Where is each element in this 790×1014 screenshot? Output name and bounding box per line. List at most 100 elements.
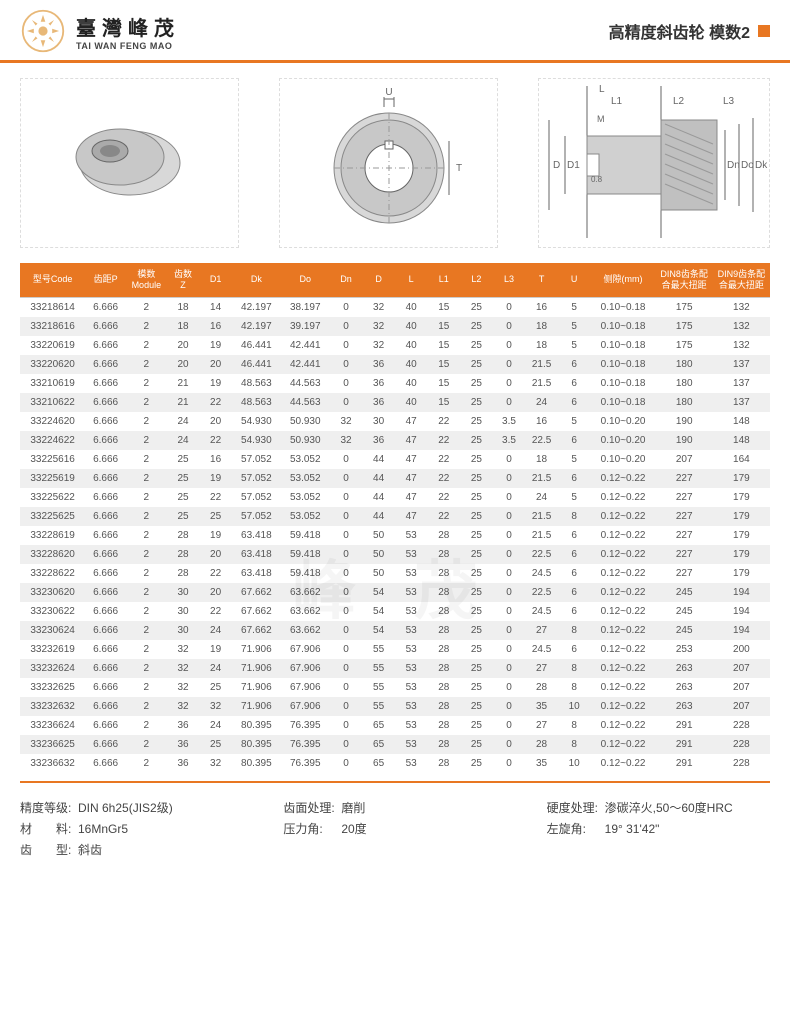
table-cell: 0 <box>330 374 363 393</box>
table-cell: 80.395 <box>232 754 281 773</box>
brand-logo-icon <box>20 8 66 54</box>
footer-value: 19° 31'42" <box>605 822 660 836</box>
col-header: L2 <box>460 263 493 297</box>
table-cell: 15 <box>427 374 460 393</box>
table-row: 332256166.6662251657.05253.0520444722250… <box>20 450 770 469</box>
table-cell: 6.666 <box>85 735 126 754</box>
table-cell: 25 <box>460 393 493 412</box>
table-cell: 19 <box>199 374 232 393</box>
table-cell: 32 <box>330 431 363 450</box>
table-cell: 3.5 <box>493 431 526 450</box>
table-cell: 42.441 <box>281 336 330 355</box>
table-cell: 25 <box>167 450 200 469</box>
table-cell: 6.666 <box>85 297 126 317</box>
table-cell: 32 <box>167 678 200 697</box>
table-cell: 194 <box>713 583 770 602</box>
table-cell: 22 <box>199 602 232 621</box>
table-row: 332306226.6662302267.66263.6620545328250… <box>20 602 770 621</box>
footer-row: 压力角:20度 <box>283 820 506 837</box>
table-row: 332366326.6662363280.39576.3950655328250… <box>20 754 770 773</box>
table-cell: 53.052 <box>281 507 330 526</box>
table-cell: 6 <box>558 545 591 564</box>
col-header: DIN8齿条配合最大扭距 <box>656 263 713 297</box>
table-cell: 0.12~0.22 <box>590 754 655 773</box>
table-cell: 227 <box>656 488 713 507</box>
table-cell: 55 <box>362 640 395 659</box>
table-cell: 32 <box>362 297 395 317</box>
table-cell: 0 <box>493 621 526 640</box>
table-cell: 63.662 <box>281 602 330 621</box>
table-cell: 76.395 <box>281 735 330 754</box>
table-cell: 54 <box>362 583 395 602</box>
table-cell: 2 <box>126 450 167 469</box>
table-cell: 63.418 <box>232 545 281 564</box>
table-cell: 42.197 <box>232 297 281 317</box>
table-row: 332326256.6662322571.90667.9060555328250… <box>20 678 770 697</box>
table-cell: 55 <box>362 678 395 697</box>
table-cell: 25 <box>460 297 493 317</box>
table-cell: 25 <box>460 716 493 735</box>
table-cell: 0.12~0.22 <box>590 697 655 716</box>
table-cell: 6.666 <box>85 640 126 659</box>
table-cell: 19 <box>199 336 232 355</box>
gear-side-view: L L1L2L3 M 0.8 DD1 DnDoDk <box>538 78 770 248</box>
table-cell: 22 <box>199 564 232 583</box>
table-cell: 0 <box>330 450 363 469</box>
table-cell: 207 <box>713 697 770 716</box>
table-cell: 22.5 <box>525 545 558 564</box>
brand-name-cn: 臺灣峰茂 <box>76 12 609 41</box>
table-cell: 0.10~0.20 <box>590 431 655 450</box>
table-cell: 6.666 <box>85 678 126 697</box>
col-header: T <box>525 263 558 297</box>
col-header: 模数Module <box>126 263 167 297</box>
svg-text:Do: Do <box>741 160 754 171</box>
table-cell: 21.5 <box>525 526 558 545</box>
table-cell: 47 <box>395 488 428 507</box>
table-cell: 6.666 <box>85 602 126 621</box>
table-cell: 20 <box>167 336 200 355</box>
table-cell: 71.906 <box>232 640 281 659</box>
table-cell: 0 <box>493 526 526 545</box>
table-cell: 0.12~0.22 <box>590 564 655 583</box>
table-cell: 0 <box>493 583 526 602</box>
table-row: 332326196.6662321971.90667.9060555328250… <box>20 640 770 659</box>
table-cell: 6 <box>558 564 591 583</box>
table-cell: 24.5 <box>525 564 558 583</box>
table-cell: 25 <box>460 431 493 450</box>
table-cell: 21 <box>167 393 200 412</box>
footer-value: 斜齿 <box>78 843 102 857</box>
table-cell: 0 <box>330 621 363 640</box>
table-cell: 22 <box>427 450 460 469</box>
table-cell: 6.666 <box>85 355 126 374</box>
table-cell: 2 <box>126 754 167 773</box>
footer-label: 齿 型: <box>20 841 78 858</box>
table-cell: 28 <box>427 754 460 773</box>
footer-value: 渗碳淬火,50～60度HRC <box>605 801 733 815</box>
col-header: Dn <box>330 263 363 297</box>
table-cell: 0 <box>330 507 363 526</box>
table-row: 332256196.6662251957.05253.0520444722250… <box>20 469 770 488</box>
table-cell: 18 <box>167 297 200 317</box>
table-cell: 0 <box>493 659 526 678</box>
table-cell: 2 <box>126 678 167 697</box>
table-cell: 53.052 <box>281 469 330 488</box>
table-cell: 6.666 <box>85 317 126 336</box>
col-header: 齿数Z <box>167 263 200 297</box>
table-cell: 0 <box>330 336 363 355</box>
table-cell: 33210619 <box>20 374 85 393</box>
table-cell: 21.5 <box>525 374 558 393</box>
footer-row: 齿 型:斜齿 <box>20 841 243 858</box>
table-cell: 54 <box>362 621 395 640</box>
table-cell: 0 <box>493 488 526 507</box>
table-cell: 0 <box>493 469 526 488</box>
table-cell: 179 <box>713 469 770 488</box>
table-cell: 6.666 <box>85 431 126 450</box>
table-row: 332366246.6662362480.39576.3950655328250… <box>20 716 770 735</box>
table-cell: 25 <box>460 317 493 336</box>
table-cell: 0.10~0.18 <box>590 297 655 317</box>
table-cell: 6.666 <box>85 659 126 678</box>
table-cell: 53 <box>395 564 428 583</box>
table-cell: 80.395 <box>232 735 281 754</box>
table-cell: 0.10~0.18 <box>590 317 655 336</box>
footer-col-mid: 齿面处理:磨削压力角:20度 <box>283 795 506 862</box>
